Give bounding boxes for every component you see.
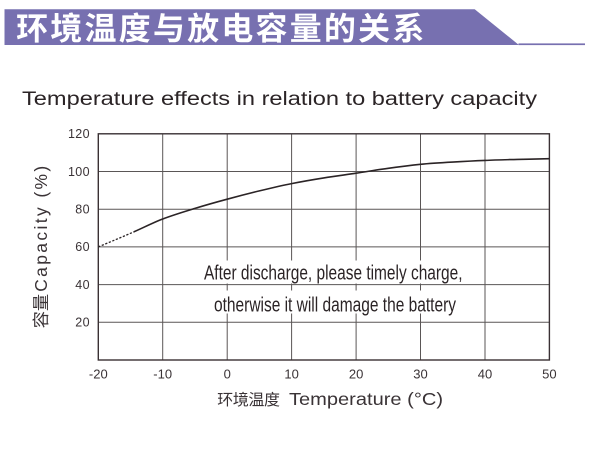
svg-text:20: 20 xyxy=(75,316,90,330)
svg-text:-10: -10 xyxy=(153,367,172,382)
svg-text:50: 50 xyxy=(542,367,556,382)
svg-text:100: 100 xyxy=(68,165,90,179)
svg-text:20: 20 xyxy=(349,367,363,382)
svg-text:40: 40 xyxy=(478,367,492,382)
svg-text:30: 30 xyxy=(413,367,427,382)
svg-text:otherwise it will damage the b: otherwise it will damage the battery xyxy=(214,295,456,317)
svg-text:0: 0 xyxy=(224,367,231,382)
svg-text:After discharge, please timely: After discharge, please timely charge, xyxy=(204,263,463,285)
svg-text:-20: -20 xyxy=(89,367,108,382)
svg-text:80: 80 xyxy=(75,203,90,217)
svg-text:120: 120 xyxy=(68,127,90,141)
svg-text:60: 60 xyxy=(75,240,90,254)
svg-text:Temperature effects in relatio: Temperature effects in relation to batte… xyxy=(22,89,538,110)
svg-text:Capacity (%): Capacity (%) xyxy=(31,166,51,292)
svg-text:40: 40 xyxy=(75,278,90,292)
svg-text:10: 10 xyxy=(284,367,298,382)
svg-text:Temperature (°C): Temperature (°C) xyxy=(289,389,443,409)
